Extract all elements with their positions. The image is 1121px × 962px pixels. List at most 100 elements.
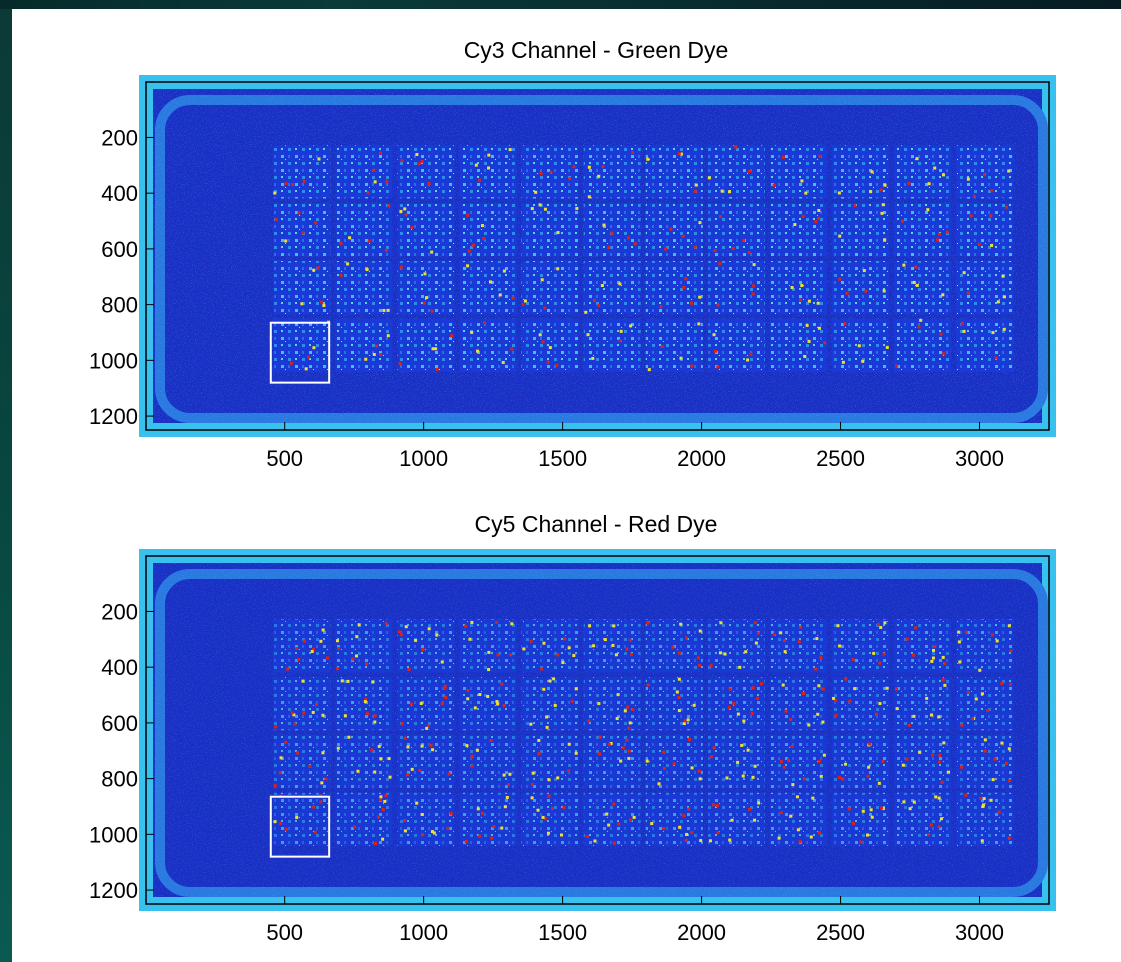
hot-spot — [385, 179, 389, 183]
hot-spot — [531, 771, 535, 775]
array-block — [769, 318, 827, 372]
hot-spot — [570, 699, 574, 703]
hot-spot — [800, 179, 804, 183]
hot-spot — [930, 713, 934, 717]
hot-spot — [905, 757, 909, 761]
hot-spot — [322, 304, 326, 308]
hot-spot — [870, 170, 874, 174]
hot-spot — [379, 757, 383, 761]
hot-spot — [958, 660, 962, 664]
hot-spot — [964, 630, 968, 634]
hot-spot — [397, 630, 401, 634]
hot-spot — [537, 738, 541, 742]
hot-spot — [815, 637, 819, 641]
hot-spot — [399, 265, 403, 269]
hot-spot — [719, 621, 723, 625]
hot-spot — [490, 836, 494, 840]
hot-spot — [945, 230, 949, 234]
hot-spot — [682, 722, 686, 726]
window-edge — [0, 0, 12, 962]
hot-spot — [572, 165, 576, 169]
hot-spot — [357, 623, 361, 627]
hot-spot — [942, 741, 946, 745]
hot-spot — [415, 152, 419, 156]
array-block — [583, 145, 641, 199]
hot-spot — [990, 633, 994, 637]
hot-spot — [560, 833, 564, 837]
hot-spot — [538, 333, 542, 337]
hot-spot — [756, 696, 760, 700]
plot-frame — [145, 555, 1050, 905]
hot-spot — [709, 755, 713, 759]
hot-spot — [981, 805, 985, 809]
hot-spot — [522, 647, 526, 651]
hot-spot — [351, 657, 355, 661]
hot-spot — [883, 238, 887, 242]
hot-spot — [866, 774, 870, 778]
hot-spot — [541, 340, 545, 344]
hot-spot — [320, 300, 324, 304]
hot-spot — [754, 641, 758, 645]
hot-spot — [430, 309, 434, 313]
hot-spot — [915, 283, 919, 287]
hot-spot — [290, 711, 294, 715]
hot-spot — [861, 359, 865, 363]
hot-spot — [707, 176, 711, 180]
hot-spot — [510, 347, 514, 351]
hot-spot — [607, 823, 611, 827]
hot-spot — [698, 777, 702, 781]
hot-spot — [937, 715, 941, 719]
hot-spot — [354, 654, 358, 658]
hot-spot — [336, 746, 340, 750]
hot-spot — [375, 344, 379, 348]
hot-spot — [399, 209, 403, 213]
hot-spot — [859, 840, 863, 844]
hot-spot — [861, 809, 865, 813]
hot-spot — [321, 751, 325, 755]
hot-spot — [574, 751, 578, 755]
hot-spot — [587, 165, 591, 169]
hot-spot — [631, 150, 635, 154]
hot-spot — [802, 777, 806, 781]
hot-spot — [286, 667, 290, 671]
hot-spot — [807, 339, 811, 343]
hot-spot — [937, 796, 941, 800]
hot-spot — [936, 238, 940, 242]
hot-spot — [289, 361, 293, 365]
hot-spot — [403, 829, 407, 833]
hot-spot — [930, 753, 934, 757]
hot-spot — [885, 345, 889, 349]
hot-spot — [881, 807, 885, 811]
hot-spot — [562, 806, 566, 810]
hot-spot — [843, 322, 847, 326]
hot-spot — [291, 183, 295, 187]
hot-spot — [937, 232, 941, 236]
hot-spot — [568, 177, 572, 181]
hot-spot — [482, 321, 486, 325]
x-axis-ticks: 500 1000 1500 2000 2500 3000 — [266, 896, 1004, 945]
hot-spot — [983, 749, 987, 753]
hot-spot — [339, 241, 343, 245]
hot-spot — [587, 719, 591, 723]
hot-spot — [487, 668, 491, 672]
hot-spot — [895, 364, 899, 368]
hot-spot — [541, 815, 545, 819]
y-tick-label: 1000 — [89, 348, 138, 373]
hot-spot — [927, 182, 931, 186]
hot-spot — [692, 703, 696, 707]
hot-spot — [379, 795, 383, 799]
hot-spot — [964, 793, 968, 797]
hot-spot — [646, 157, 650, 161]
hot-spot — [708, 839, 712, 843]
array-block — [831, 260, 890, 315]
y-tick-label: 800 — [101, 767, 138, 792]
hot-spot — [593, 839, 597, 843]
hot-spot — [943, 662, 947, 666]
hot-spot — [881, 203, 885, 207]
hot-spot — [912, 280, 916, 284]
hot-spot — [563, 637, 567, 641]
chart-title: Cy3 Channel - Green Dye — [464, 37, 729, 63]
hot-spot — [838, 644, 842, 648]
hot-spot — [878, 661, 882, 665]
